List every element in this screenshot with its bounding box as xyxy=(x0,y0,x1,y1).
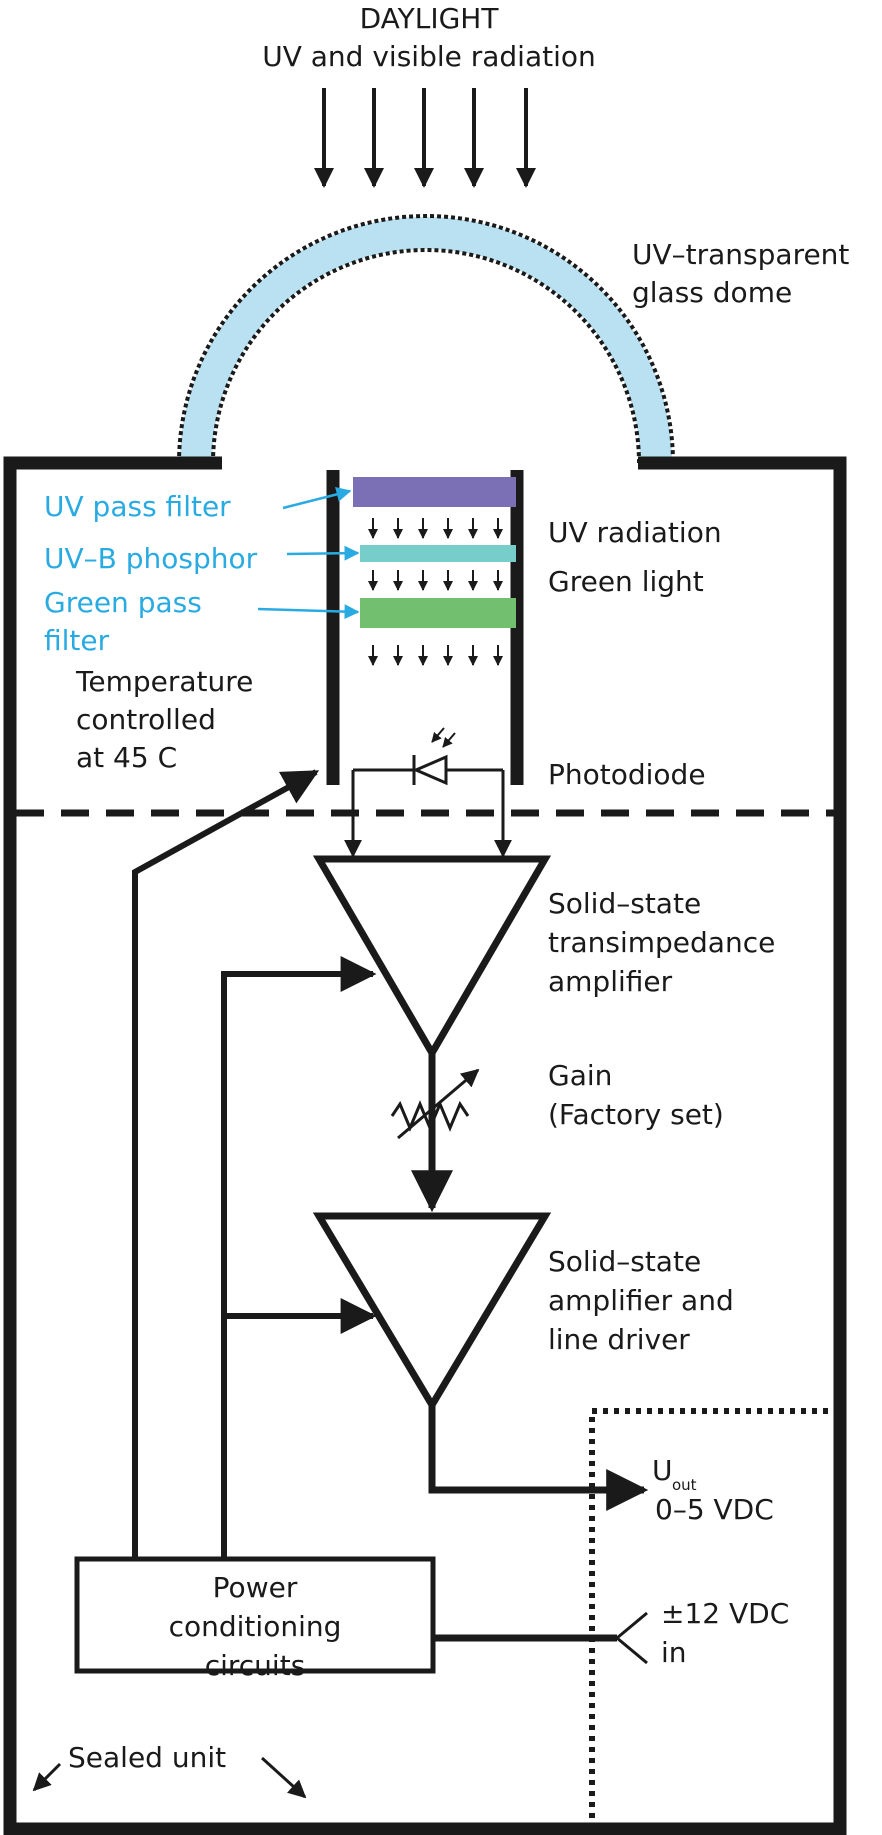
gain-label-line2: (Factory set) xyxy=(548,1098,724,1131)
gain-variable-resistor xyxy=(390,1068,480,1140)
power-feed-amp1 xyxy=(221,956,377,1559)
power-label-line2: conditioning xyxy=(169,1610,342,1643)
amp2-label-line3: line driver xyxy=(548,1323,690,1356)
green-pass-pointer xyxy=(257,604,360,620)
supply-label-line1: ±12 VDC xyxy=(661,1597,789,1630)
green-light-label: Green light xyxy=(548,565,704,598)
filter-stack-housing xyxy=(326,470,524,785)
output-symbol: U xyxy=(652,1454,673,1487)
output-subscript: out xyxy=(672,1476,697,1494)
transimpedance-amplifier xyxy=(312,855,552,1060)
uvb-phosphor-layer xyxy=(360,545,516,562)
temperature-label-line2: controlled xyxy=(76,703,216,736)
sealed-unit-housing xyxy=(3,456,847,1835)
daylight-subtitle: UV and visible radiation xyxy=(262,40,596,73)
dome-label-line2: glass dome xyxy=(632,276,792,309)
amp1-label-line3: amplifier xyxy=(548,965,673,998)
output-symbol-letter: U xyxy=(652,1454,673,1487)
photodiode-output-arrows xyxy=(344,818,512,858)
uv-pass-filter xyxy=(353,477,516,507)
connector-dotted-boundary xyxy=(589,1408,840,1829)
green-pass-label-line1: Green pass xyxy=(44,586,202,619)
supply-input-connector xyxy=(614,1611,648,1665)
power-feed-heater xyxy=(132,769,320,1559)
green-pass-filter xyxy=(360,598,516,628)
amp2-label-line2: amplifier and xyxy=(548,1284,734,1317)
daylight-title: DAYLIGHT xyxy=(360,2,500,35)
photodiode-symbol xyxy=(351,754,505,822)
green-pass-label-line2: filter xyxy=(44,624,110,657)
temperature-label-line3: at 45 C xyxy=(76,741,177,774)
power-label-line1: Power xyxy=(213,1571,298,1604)
line-driver-amplifier xyxy=(312,1212,552,1412)
uv-pass-filter-pointer xyxy=(282,487,352,510)
supply-label-line2: in xyxy=(661,1636,687,1669)
uv-radiation-label: UV radiation xyxy=(548,516,722,549)
uvb-phosphor-pointer xyxy=(286,545,360,561)
output-signal-wire xyxy=(428,1405,649,1511)
amp1-label-line2: transimpedance xyxy=(548,926,775,959)
green-light-arrows-lower xyxy=(368,645,503,666)
output-range-label: 0–5 VDC xyxy=(655,1493,774,1526)
uv-radiation-arrows xyxy=(368,518,503,539)
incoming-radiation-arrows xyxy=(314,88,536,188)
temperature-label-line1: Temperature xyxy=(75,665,253,698)
sealed-unit-arrow-right xyxy=(260,1756,307,1799)
amp1-label-line1: Solid–state xyxy=(548,887,701,920)
power-label-line3: circuits xyxy=(205,1649,306,1682)
amp2-label-line1: Solid–state xyxy=(548,1245,701,1278)
dome-label-line1: UV–transparent xyxy=(632,238,849,271)
glass-dome xyxy=(177,214,675,464)
uvb-phosphor-label: UV–B phosphor xyxy=(44,542,258,575)
photodiode-label: Photodiode xyxy=(548,758,706,791)
gain-label-line1: Gain xyxy=(548,1059,612,1092)
sealed-unit-label: Sealed unit xyxy=(68,1741,226,1774)
power-conditioning-box xyxy=(74,1556,436,1674)
green-light-arrows-upper xyxy=(368,570,503,591)
sealed-unit-arrow-left xyxy=(32,1762,62,1792)
light-incidence-arrows xyxy=(431,727,456,748)
uv-pass-filter-label: UV pass filter xyxy=(44,490,231,523)
